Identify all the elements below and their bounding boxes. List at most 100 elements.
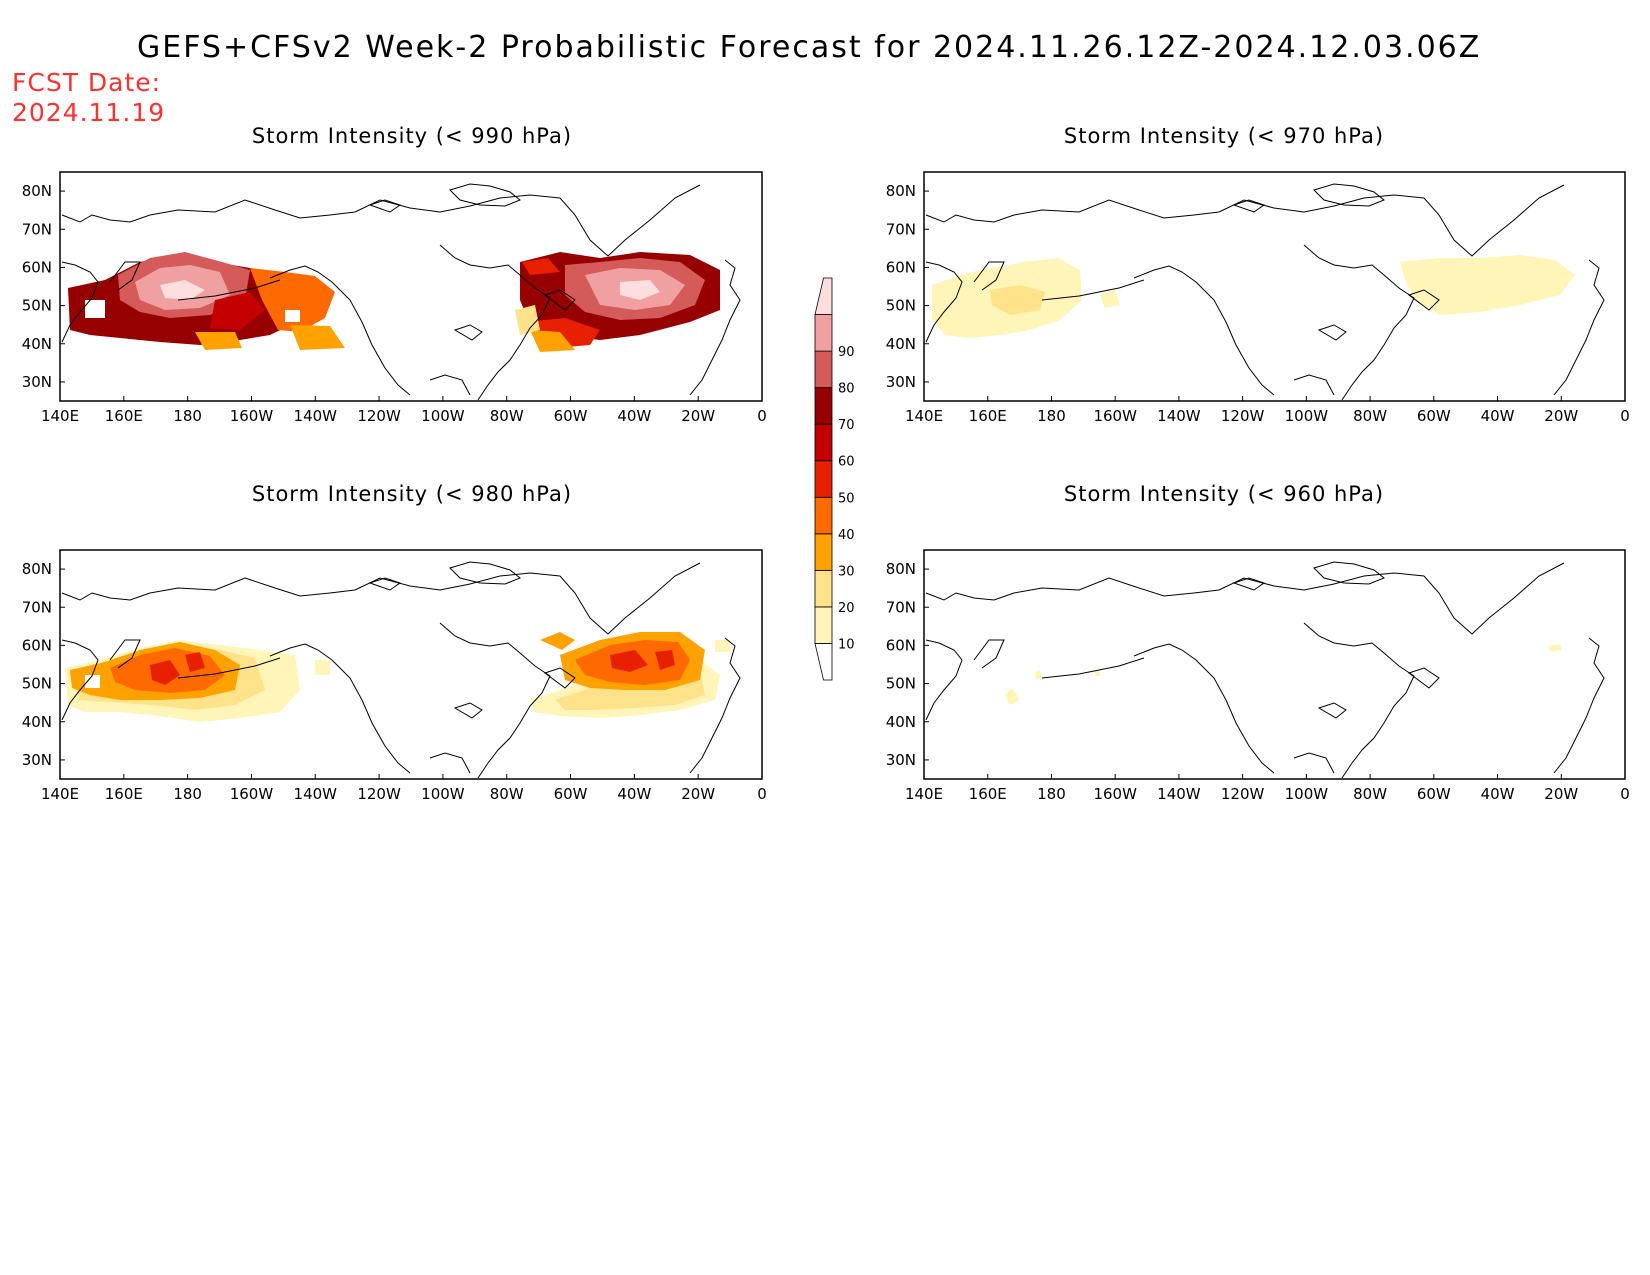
lat-tick-label: 60N — [886, 258, 916, 276]
lon-tick-label: 40W — [1481, 785, 1515, 803]
lon-tick-label: 40W — [617, 407, 651, 425]
lon-tick-label: 140E — [905, 407, 943, 425]
lon-tick-label: 140E — [905, 785, 943, 803]
map-panel-960: 140E 160E 180 160W 140W 120W 100W 80W 60W 40W 20W 0… — [886, 549, 1630, 803]
axis-ticks-960: 140E 160E 180 160W 140W 120W 100W 80W 60W 40W 20W 0… — [886, 560, 1630, 803]
panel-title-980: Storm Intensity (< 980 hPa) — [251, 482, 573, 506]
lon-tick-label: 180 — [173, 785, 202, 803]
lon-tick-label: 40W — [1481, 407, 1515, 425]
lat-tick-label: 70N — [886, 220, 916, 238]
colorbar-label: 30 — [838, 564, 855, 579]
coastlines-960 — [925, 561, 1605, 779]
lon-tick-label: 20W — [1544, 407, 1578, 425]
lat-tick-label: 80N — [22, 560, 52, 578]
colorbar-label: 40 — [838, 528, 855, 543]
lat-tick-label: 80N — [886, 560, 916, 578]
lon-tick-label: 0 — [757, 785, 767, 803]
lat-tick-label: 50N — [886, 675, 916, 693]
colorbar-segment — [814, 643, 833, 681]
colorbar-segment — [814, 277, 833, 315]
lat-tick-label: 80N — [22, 182, 52, 200]
colorbar-segment — [814, 423, 833, 462]
lon-tick-label: 80W — [1353, 785, 1387, 803]
forecast-date-block: FCST Date: 2024.11.19 — [12, 68, 165, 128]
lat-tick-label: 40N — [22, 335, 52, 353]
lon-tick-label: 160W — [230, 407, 274, 425]
axis-ticks-970: 140E 160E 180 160W 140W 120W 100W 80W 60W 40W 20W 0… — [886, 182, 1630, 425]
axis-ticks-990: 140E 160E 180 160W 140W 120W 100W 80W 60W 40W 20W 0… — [22, 182, 767, 425]
lat-tick-label: 70N — [886, 598, 916, 616]
colorbar-label: 20 — [838, 601, 855, 616]
lon-tick-label: 140W — [1157, 407, 1201, 425]
colorbar: 10 20 30 40 50 60 70 80 90 — [814, 277, 855, 681]
coastlines-980 — [61, 561, 741, 779]
colorbar-label: 10 — [838, 637, 855, 652]
lon-tick-label: 180 — [173, 407, 202, 425]
lat-tick-label: 40N — [886, 713, 916, 731]
coastlines-970 — [925, 183, 1605, 401]
map-panel-990: 140E 160E 180 160W 140W 120W 100W 80W 60W 40W 20W 0… — [22, 171, 767, 425]
coastlines-990 — [61, 183, 741, 401]
lon-tick-label: 100W — [421, 407, 465, 425]
colorbar-segment — [814, 350, 833, 389]
panel-title-970: Storm Intensity (< 970 hPa) — [1063, 124, 1385, 148]
axis-ticks-980: 140E 160E 180 160W 140W 120W 100W 80W 60W 40W 20W 0… — [22, 560, 767, 803]
lon-tick-label: 140W — [294, 407, 338, 425]
lon-tick-label: 140E — [41, 407, 79, 425]
lon-tick-label: 160E — [105, 785, 143, 803]
lat-tick-label: 40N — [886, 335, 916, 353]
lat-tick-label: 80N — [886, 182, 916, 200]
lon-tick-label: 100W — [1285, 407, 1329, 425]
lat-tick-label: 30N — [886, 373, 916, 391]
lon-tick-label: 160E — [105, 407, 143, 425]
lon-tick-label: 60W — [554, 785, 588, 803]
lon-tick-label: 140W — [1157, 785, 1201, 803]
lon-tick-label: 40W — [617, 785, 651, 803]
lat-tick-label: 40N — [22, 713, 52, 731]
lon-tick-label: 0 — [1620, 407, 1630, 425]
lon-tick-label: 20W — [681, 407, 715, 425]
map-panel-970: 140E 160E 180 160W 140W 120W 100W 80W 60W 40W 20W 0… — [886, 171, 1630, 425]
colorbar-label: 90 — [838, 345, 855, 360]
lon-tick-label: 60W — [1417, 407, 1451, 425]
colorbar-label: 80 — [838, 382, 855, 397]
lat-tick-label: 60N — [22, 258, 52, 276]
lat-tick-label: 70N — [22, 220, 52, 238]
lon-tick-label: 0 — [1620, 785, 1630, 803]
lon-tick-label: 80W — [490, 785, 524, 803]
lon-tick-label: 60W — [554, 407, 588, 425]
lon-tick-label: 20W — [1544, 785, 1578, 803]
lat-tick-label: 30N — [22, 373, 52, 391]
probability-shading-970 — [932, 255, 1575, 338]
main-title: GEFS+CFSv2 Week-2 Probabilistic Forecast… — [137, 30, 1482, 65]
lat-tick-label: 60N — [886, 636, 916, 654]
lon-tick-label: 140W — [294, 785, 338, 803]
colorbar-segment — [814, 569, 833, 608]
lon-tick-label: 120W — [357, 785, 401, 803]
lon-tick-label: 20W — [681, 785, 715, 803]
colorbar-label: 60 — [838, 455, 855, 470]
lon-tick-label: 120W — [1221, 407, 1265, 425]
probability-shading-960 — [1005, 644, 1562, 705]
lon-tick-label: 140E — [41, 785, 79, 803]
probability-shading-980 — [65, 632, 730, 722]
colorbar-segment — [814, 606, 833, 644]
lat-tick-label: 50N — [22, 297, 52, 315]
lat-tick-label: 50N — [22, 675, 52, 693]
probability-shading-990 — [68, 252, 720, 352]
lon-tick-label: 120W — [1221, 785, 1265, 803]
colorbar-label: 70 — [838, 418, 855, 433]
lon-tick-label: 180 — [1037, 407, 1066, 425]
lon-tick-label: 100W — [1285, 785, 1329, 803]
colorbar-label: 50 — [838, 491, 855, 506]
fcst-date-value: 2024.11.19 — [12, 98, 166, 127]
lon-tick-label: 180 — [1037, 785, 1066, 803]
colorbar-segment — [814, 533, 833, 571]
lon-tick-label: 160E — [969, 407, 1007, 425]
lon-tick-label: 120W — [357, 407, 401, 425]
lat-tick-label: 30N — [886, 751, 916, 769]
map-panel-980: 140E 160E 180 160W 140W 120W 100W 80W 60W 40W 20W 0… — [22, 549, 767, 803]
lat-tick-label: 30N — [22, 751, 52, 769]
lon-tick-label: 160W — [230, 785, 274, 803]
